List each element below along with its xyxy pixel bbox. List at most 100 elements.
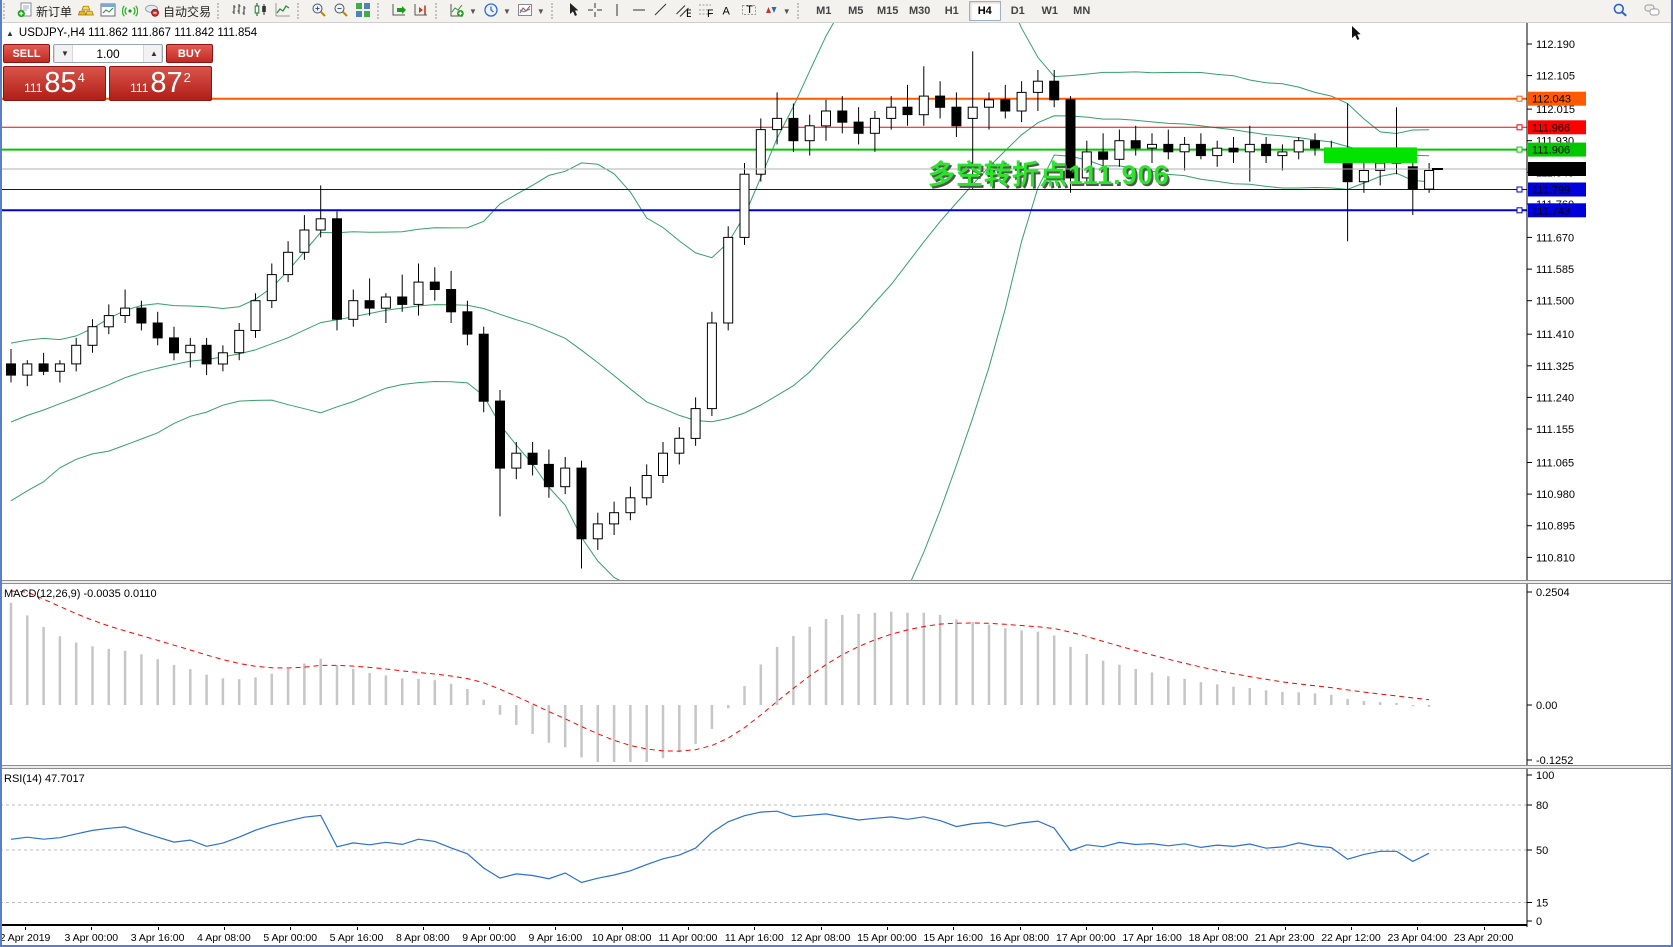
toolbar-auto-scroll-button[interactable] [388, 1, 410, 21]
sell-button[interactable]: SELL [3, 44, 50, 63]
candle-body [364, 300, 375, 309]
panel-splitter[interactable] [0, 580, 1673, 584]
toolbar-gold-button[interactable] [75, 1, 97, 21]
toolbar-signal-button[interactable] [119, 1, 141, 21]
toolbar-candle-chart-type-button[interactable] [250, 1, 272, 21]
buy-price-big: 87 [150, 67, 183, 99]
sell-price-display[interactable]: 111 85 4 [3, 66, 106, 101]
line-handle[interactable] [1516, 146, 1523, 153]
candle-body [804, 125, 815, 142]
macd-tick-label: 0.00 [1536, 700, 1557, 712]
macd-tick-label: -0.1252 [1536, 755, 1573, 765]
toolbar-crosshair-button[interactable] [584, 1, 606, 21]
buy-button[interactable]: BUY [166, 44, 213, 63]
price-tick-label: 112.015 [1536, 104, 1575, 116]
line-handle[interactable] [1516, 124, 1523, 131]
collapse-panel-icon[interactable]: ▲ [6, 29, 14, 38]
toolbar-chart-window-button[interactable] [97, 1, 119, 21]
window-frame-bottom [0, 945, 1673, 947]
toolbar-text-button[interactable]: A [716, 1, 738, 21]
trendline-icon [653, 2, 669, 21]
macd-panel[interactable]: MACD(12,26,9) -0.0035 0.0110 0.2504 0.00 -0… [0, 584, 1673, 765]
time-axis-tick [1152, 927, 1154, 930]
toolbar-grip[interactable] [435, 3, 442, 19]
toolbar-grip[interactable] [550, 3, 558, 19]
buy-price-prefix: 111 [130, 80, 149, 95]
candle-body [984, 99, 994, 108]
toolbar-new-order-button[interactable]: 新订单 [14, 1, 75, 21]
candle-body [1016, 91, 1027, 112]
toolbar-arrows-button[interactable]: ▼ [760, 1, 794, 21]
price-badge [1528, 142, 1586, 157]
tf-H4-button[interactable]: H4 [968, 1, 1001, 21]
tf-D1-button[interactable]: D1 [1010, 5, 1025, 17]
toolbar-chart-shift-button[interactable] [410, 1, 432, 21]
volume-input[interactable]: 1.00 [96, 46, 120, 61]
window-frame-right [1671, 0, 1673, 947]
time-axis-tick [489, 927, 491, 930]
toolbar-zoom-in-button[interactable] [308, 1, 330, 21]
tf-W1-button[interactable]: W1 [1041, 5, 1058, 17]
toolbar-zoom-out-button[interactable] [330, 1, 352, 21]
tf-MN-button[interactable]: MN [1073, 5, 1091, 17]
time-axis: 2 Apr 2019 3 Apr 00:00 3 Apr 16:00 4 Apr 08… [0, 927, 1673, 947]
price-chart-panel[interactable]: 112.190112.105112.015111.930111.845111.7… [0, 23, 1673, 580]
toolbar-chat-button[interactable] [1641, 1, 1663, 21]
toolbar-trendline-button[interactable] [650, 1, 672, 21]
time-tick-label: 22 Apr 12:00 [1321, 932, 1381, 944]
toolbar-line-chart-type-button[interactable] [272, 1, 294, 21]
volume-decrease-button[interactable]: ▼ [54, 45, 73, 62]
buy-price-display[interactable]: 111 87 2 [109, 66, 212, 101]
candle-body [511, 452, 522, 469]
toolbar-bar-chart-type-button[interactable] [228, 1, 250, 21]
candle-body [755, 129, 766, 175]
volume-increase-button[interactable]: ▲ [143, 45, 162, 62]
toolbar-indicators-button[interactable]: ▼ [446, 1, 480, 21]
chevron-down-icon[interactable]: ▼ [782, 6, 791, 16]
time-tick-label: 2 Apr 2019 [0, 932, 51, 944]
chevron-down-icon[interactable]: ▼ [469, 6, 477, 16]
buy-price-sup: 2 [183, 70, 191, 85]
toolbar-grip[interactable] [377, 3, 384, 19]
price-tick-label: 112.105 [1536, 71, 1575, 83]
price-badge-label: 111.966 [1532, 122, 1570, 134]
price-tick-label: 111.500 [1536, 296, 1574, 308]
toolbar-grip[interactable] [217, 3, 224, 19]
line-handle[interactable] [1516, 186, 1523, 193]
svg-text:T: T [746, 4, 753, 16]
tf-M5-button[interactable]: M5 [848, 5, 864, 17]
toolbar-grip[interactable] [297, 3, 304, 19]
toolbar-cursor-button[interactable] [562, 1, 584, 21]
line-handle[interactable] [1516, 95, 1523, 102]
toolbar-horizontal-line-button[interactable] [628, 1, 650, 21]
panel-splitter[interactable] [0, 765, 1673, 769]
toolbar-periods-button[interactable]: ▼ [480, 1, 514, 21]
chevron-down-icon[interactable]: ▼ [536, 6, 545, 16]
price-badge-label: 111.743 [1532, 205, 1570, 217]
line-handle[interactable] [1516, 207, 1523, 214]
price-badge-label: 111.854 [1532, 164, 1570, 176]
candle-body [723, 236, 734, 324]
toolbar-text-label-button[interactable]: T [738, 1, 760, 21]
toolbar-vertical-line-button[interactable] [606, 1, 628, 21]
price-tick-label: 111.065 [1536, 458, 1574, 470]
tf-H1-button[interactable]: H1 [944, 5, 959, 17]
price-tick-label: 111.155 [1536, 424, 1574, 436]
tf-M30-button[interactable]: M30 [909, 5, 931, 17]
rsi-panel[interactable]: RSI(14) 47.7017 100 80 50 15 0 [0, 769, 1673, 927]
toolbar-grip[interactable] [3, 3, 10, 19]
toolbar-fibonacci-button[interactable]: F [694, 1, 716, 21]
candle-body [266, 274, 277, 302]
highlight-zone-rect[interactable] [1324, 147, 1417, 163]
toolbar-grip[interactable] [796, 3, 804, 19]
tf-M15-button[interactable]: M15 [877, 5, 899, 17]
toolbar-channel-button[interactable]: E [672, 1, 694, 21]
time-tick-label: 4 Apr 08:00 [197, 932, 251, 944]
candle-body [902, 106, 913, 116]
toolbar-autotrading-button[interactable]: 自动交易 [141, 1, 214, 21]
chevron-down-icon[interactable]: ▼ [502, 6, 511, 16]
toolbar-tile-windows-button[interactable] [352, 1, 374, 21]
tf-M1-button[interactable]: M1 [816, 5, 832, 17]
toolbar-search-button[interactable] [1609, 1, 1631, 21]
toolbar-templates-button[interactable]: ▼ [514, 1, 548, 21]
